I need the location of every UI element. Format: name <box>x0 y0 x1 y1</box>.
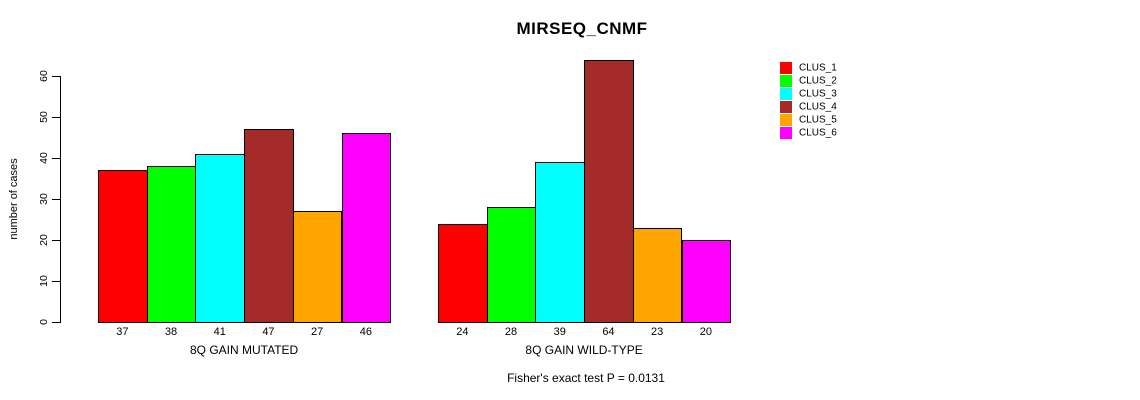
bar-clus_1-2 <box>438 223 488 323</box>
bar-clus_3-2 <box>535 162 586 323</box>
legend-swatch-clus_2 <box>780 75 792 87</box>
x-axis-group-label: 8Q GAIN MUTATED <box>189 343 299 357</box>
chart-title: MIRSEQ_CNMF <box>516 19 648 38</box>
bar-value-label: 39 <box>553 326 566 338</box>
legend-label-clus_5: CLUS_5 <box>799 114 837 126</box>
y-tick <box>52 117 60 118</box>
bar-value-label: 47 <box>262 326 275 338</box>
bar-value-label: 24 <box>456 326 469 338</box>
bar-clus_2-1 <box>146 166 197 323</box>
fisher-test-annotation: Fisher's exact test P = 0.0131 <box>507 371 665 385</box>
bar-clus_4-1 <box>244 129 294 323</box>
legend-swatch-clus_4 <box>780 101 792 113</box>
bar-clus_1-1 <box>98 170 148 323</box>
y-tick <box>52 199 60 200</box>
bar-value-label: 46 <box>359 326 372 338</box>
bar-value-label: 37 <box>116 326 129 338</box>
y-tick <box>52 158 60 159</box>
bar-value-label: 20 <box>699 326 712 338</box>
legend-swatch-clus_3 <box>780 88 792 100</box>
legend-label-clus_1: CLUS_1 <box>799 62 837 74</box>
y-tick-label: 20 <box>38 234 50 246</box>
bar-clus_5-1 <box>292 211 343 323</box>
y-tick-label: 30 <box>38 193 50 205</box>
bar-clus_5-2 <box>632 227 683 323</box>
y-tick-label: 50 <box>38 111 50 123</box>
y-tick-label: 10 <box>38 275 50 287</box>
bar-clus_2-2 <box>486 207 537 323</box>
legend-label-clus_4: CLUS_4 <box>799 101 837 113</box>
y-tick <box>52 240 60 241</box>
legend-swatch-clus_1 <box>780 62 792 74</box>
x-axis-group-label: 8Q GAIN WILD-TYPE <box>525 343 643 357</box>
y-tick-label: 60 <box>38 70 50 82</box>
bar-clus_6-1 <box>341 133 392 323</box>
legend-label-clus_3: CLUS_3 <box>799 88 837 100</box>
bar-value-label: 38 <box>164 326 178 338</box>
bar-clus_6-2 <box>681 240 732 323</box>
bar-value-label: 27 <box>311 326 324 338</box>
y-tick <box>52 76 60 77</box>
y-axis-label: number of cases <box>8 158 20 240</box>
bar-value-label: 23 <box>651 326 664 338</box>
legend-label-clus_6: CLUS_6 <box>799 127 837 139</box>
bar-value-label: 41 <box>213 326 226 338</box>
y-tick-label: 40 <box>38 152 50 164</box>
legend-label-clus_2: CLUS_2 <box>799 75 837 87</box>
legend-swatch-clus_5 <box>780 114 792 126</box>
y-tick <box>52 322 60 323</box>
bar-clus_4-2 <box>584 59 634 323</box>
bar-clus_3-1 <box>195 153 246 323</box>
y-axis-line <box>60 76 61 323</box>
y-tick <box>52 281 60 282</box>
bar-value-label: 64 <box>602 326 615 338</box>
bar-value-label: 28 <box>504 326 518 338</box>
legend-swatch-clus_6 <box>780 127 792 139</box>
y-tick-label: 0 <box>38 319 50 325</box>
